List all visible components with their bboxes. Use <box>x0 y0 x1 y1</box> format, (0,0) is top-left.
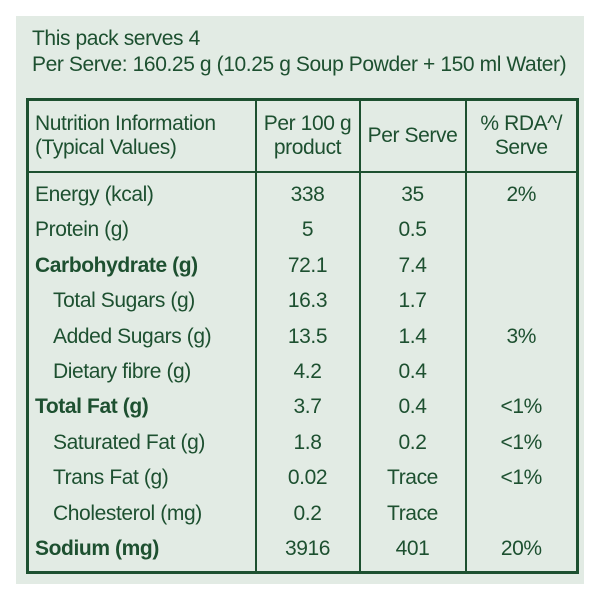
rda-value: 3% <box>464 318 579 355</box>
per-serve-value: Trace <box>358 495 467 532</box>
row-dietary-fibre: Dietary fibre (g) 4.2 0.4 <box>26 354 579 390</box>
per-serve-value: 0.5 <box>358 212 467 249</box>
row-trans-fat: Trans Fat (g) 0.02 Trace <1% <box>26 460 579 496</box>
per-100g-value: 5 <box>254 212 361 249</box>
header-name-line2: (Typical Values) <box>35 136 177 159</box>
per-serve-value: Trace <box>358 460 467 496</box>
per-serve-value: 35 <box>358 172 467 213</box>
nutrient-name: Saturated Fat (g) <box>26 425 257 461</box>
row-protein: Protein (g) 5 0.5 <box>26 212 579 249</box>
nutrient-name: Cholesterol (mg) <box>26 495 257 532</box>
rda-value <box>464 283 579 319</box>
nutrient-name: Sodium (mg) <box>26 531 257 573</box>
header-per-100g: Per 100 g product <box>254 99 361 173</box>
table-header-row: Nutrition Information (Typical Values) P… <box>26 99 579 173</box>
per-100g-value: 16.3 <box>254 283 361 319</box>
rda-value: 2% <box>464 172 579 213</box>
row-sodium: Sodium (mg) 3916 401 20% <box>26 531 579 573</box>
per-100g-value: 338 <box>254 172 361 213</box>
header-rda: % RDA^/ Serve <box>464 99 579 173</box>
row-cholesterol: Cholesterol (mg) 0.2 Trace <box>26 495 579 532</box>
per-100g-value: 72.1 <box>254 248 361 284</box>
row-energy: Energy (kcal) 338 35 2% <box>26 172 579 213</box>
nutrient-name: Protein (g) <box>26 212 257 249</box>
row-saturated-fat: Saturated Fat (g) 1.8 0.2 <1% <box>26 425 579 461</box>
nutrient-name: Trans Fat (g) <box>26 460 257 496</box>
row-carbohydrate: Carbohydrate (g) 72.1 7.4 <box>26 248 579 284</box>
header-per100-line1: Per 100 g <box>263 112 352 135</box>
nutrient-name: Energy (kcal) <box>26 172 257 213</box>
per-serve-value: 1.7 <box>358 283 467 319</box>
header-per-serve: Per Serve <box>358 99 467 173</box>
per-100g-value: 1.8 <box>254 425 361 461</box>
per-serve-value: 0.4 <box>358 389 467 426</box>
rda-value <box>464 212 579 249</box>
per-serve-value: 401 <box>358 531 467 573</box>
rda-value <box>464 248 579 284</box>
row-total-fat: Total Fat (g) 3.7 0.4 <1% <box>26 389 579 426</box>
header-rda-line1: % RDA^/ <box>480 112 563 135</box>
rda-value: <1% <box>464 425 579 461</box>
rda-value: 20% <box>464 531 579 573</box>
per-serve-value: 0.2 <box>358 425 467 461</box>
nutrient-name: Total Fat (g) <box>26 389 257 426</box>
header-rda-line2: Serve <box>494 136 548 159</box>
nutrient-name: Added Sugars (g) <box>26 318 257 355</box>
per-100g-value: 3.7 <box>254 389 361 426</box>
per-serve-text: Per Serve: 160.25 g (10.25 g Soup Powder… <box>32 53 567 76</box>
per-serve-value: 1.4 <box>358 318 467 355</box>
nutrition-table: Nutrition Information (Typical Values) P… <box>26 98 579 574</box>
serving-info: This pack serves 4 Per Serve: 160.25 g (… <box>32 26 567 78</box>
per-100g-value: 13.5 <box>254 318 361 355</box>
rda-value <box>464 495 579 532</box>
per-100g-value: 4.2 <box>254 354 361 390</box>
nutrition-label-panel: This pack serves 4 Per Serve: 160.25 g (… <box>16 16 584 584</box>
nutrient-name: Total Sugars (g) <box>26 283 257 319</box>
header-name-line1: Nutrition Information <box>35 112 216 135</box>
per-serve-value: 7.4 <box>358 248 467 284</box>
header-per100-line2: product <box>273 136 342 159</box>
row-total-sugars: Total Sugars (g) 16.3 1.7 <box>26 283 579 319</box>
per-serve-value: 0.4 <box>358 354 467 390</box>
per-100g-value: 0.02 <box>254 460 361 496</box>
rda-value: <1% <box>464 460 579 496</box>
per-100g-value: 0.2 <box>254 495 361 532</box>
rda-value <box>464 354 579 390</box>
nutrient-name: Carbohydrate (g) <box>26 248 257 284</box>
row-added-sugars: Added Sugars (g) 13.5 1.4 3% <box>26 318 579 355</box>
pack-serves-text: This pack serves 4 <box>32 27 200 50</box>
rda-value: <1% <box>464 389 579 426</box>
header-nutrition-information: Nutrition Information (Typical Values) <box>26 99 257 173</box>
nutrient-name: Dietary fibre (g) <box>26 354 257 390</box>
per-100g-value: 3916 <box>254 531 361 573</box>
